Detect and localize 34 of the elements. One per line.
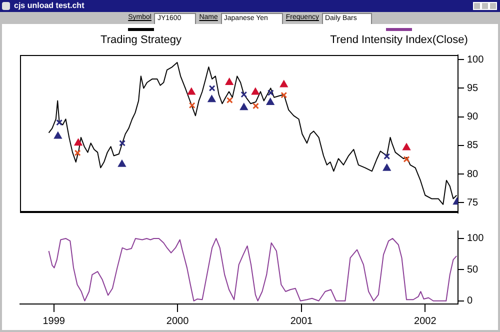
y-tick-label: 85 [467, 140, 479, 152]
point [402, 143, 410, 150]
x-tick-label: 2001 [290, 316, 314, 327]
point [188, 102, 196, 109]
point [280, 92, 288, 98]
text: cjs unload test.cht [14, 1, 84, 10]
point [74, 138, 82, 146]
y-tick-label: 100 [467, 54, 484, 66]
y-tick-label: 100 [467, 233, 484, 244]
y-tick-label: 0 [467, 296, 473, 307]
point [208, 95, 216, 102]
x-tick-label: 1999 [42, 316, 66, 327]
y-tick-label: 95 [467, 82, 479, 94]
y-tick-label: 90 [467, 112, 479, 123]
point [74, 150, 81, 156]
point [240, 103, 248, 110]
point [403, 156, 410, 162]
point [280, 80, 288, 88]
x-tick-label: 2002 [414, 316, 437, 327]
point [383, 164, 391, 171]
point [54, 132, 62, 139]
point [226, 78, 234, 85]
point [118, 160, 126, 167]
legend-label: Trend Intensity Index(Close) [330, 34, 468, 46]
y-tick-label: 50 [467, 264, 479, 276]
legend-label: Trading Strategy [100, 34, 182, 46]
y-tick-label: 75 [467, 197, 479, 208]
point [266, 98, 274, 106]
x-tick-label: 2000 [166, 316, 190, 327]
y-tick-label: 80 [467, 168, 479, 180]
point [252, 102, 259, 110]
point [252, 88, 260, 95]
point [226, 97, 233, 104]
point [188, 88, 196, 95]
